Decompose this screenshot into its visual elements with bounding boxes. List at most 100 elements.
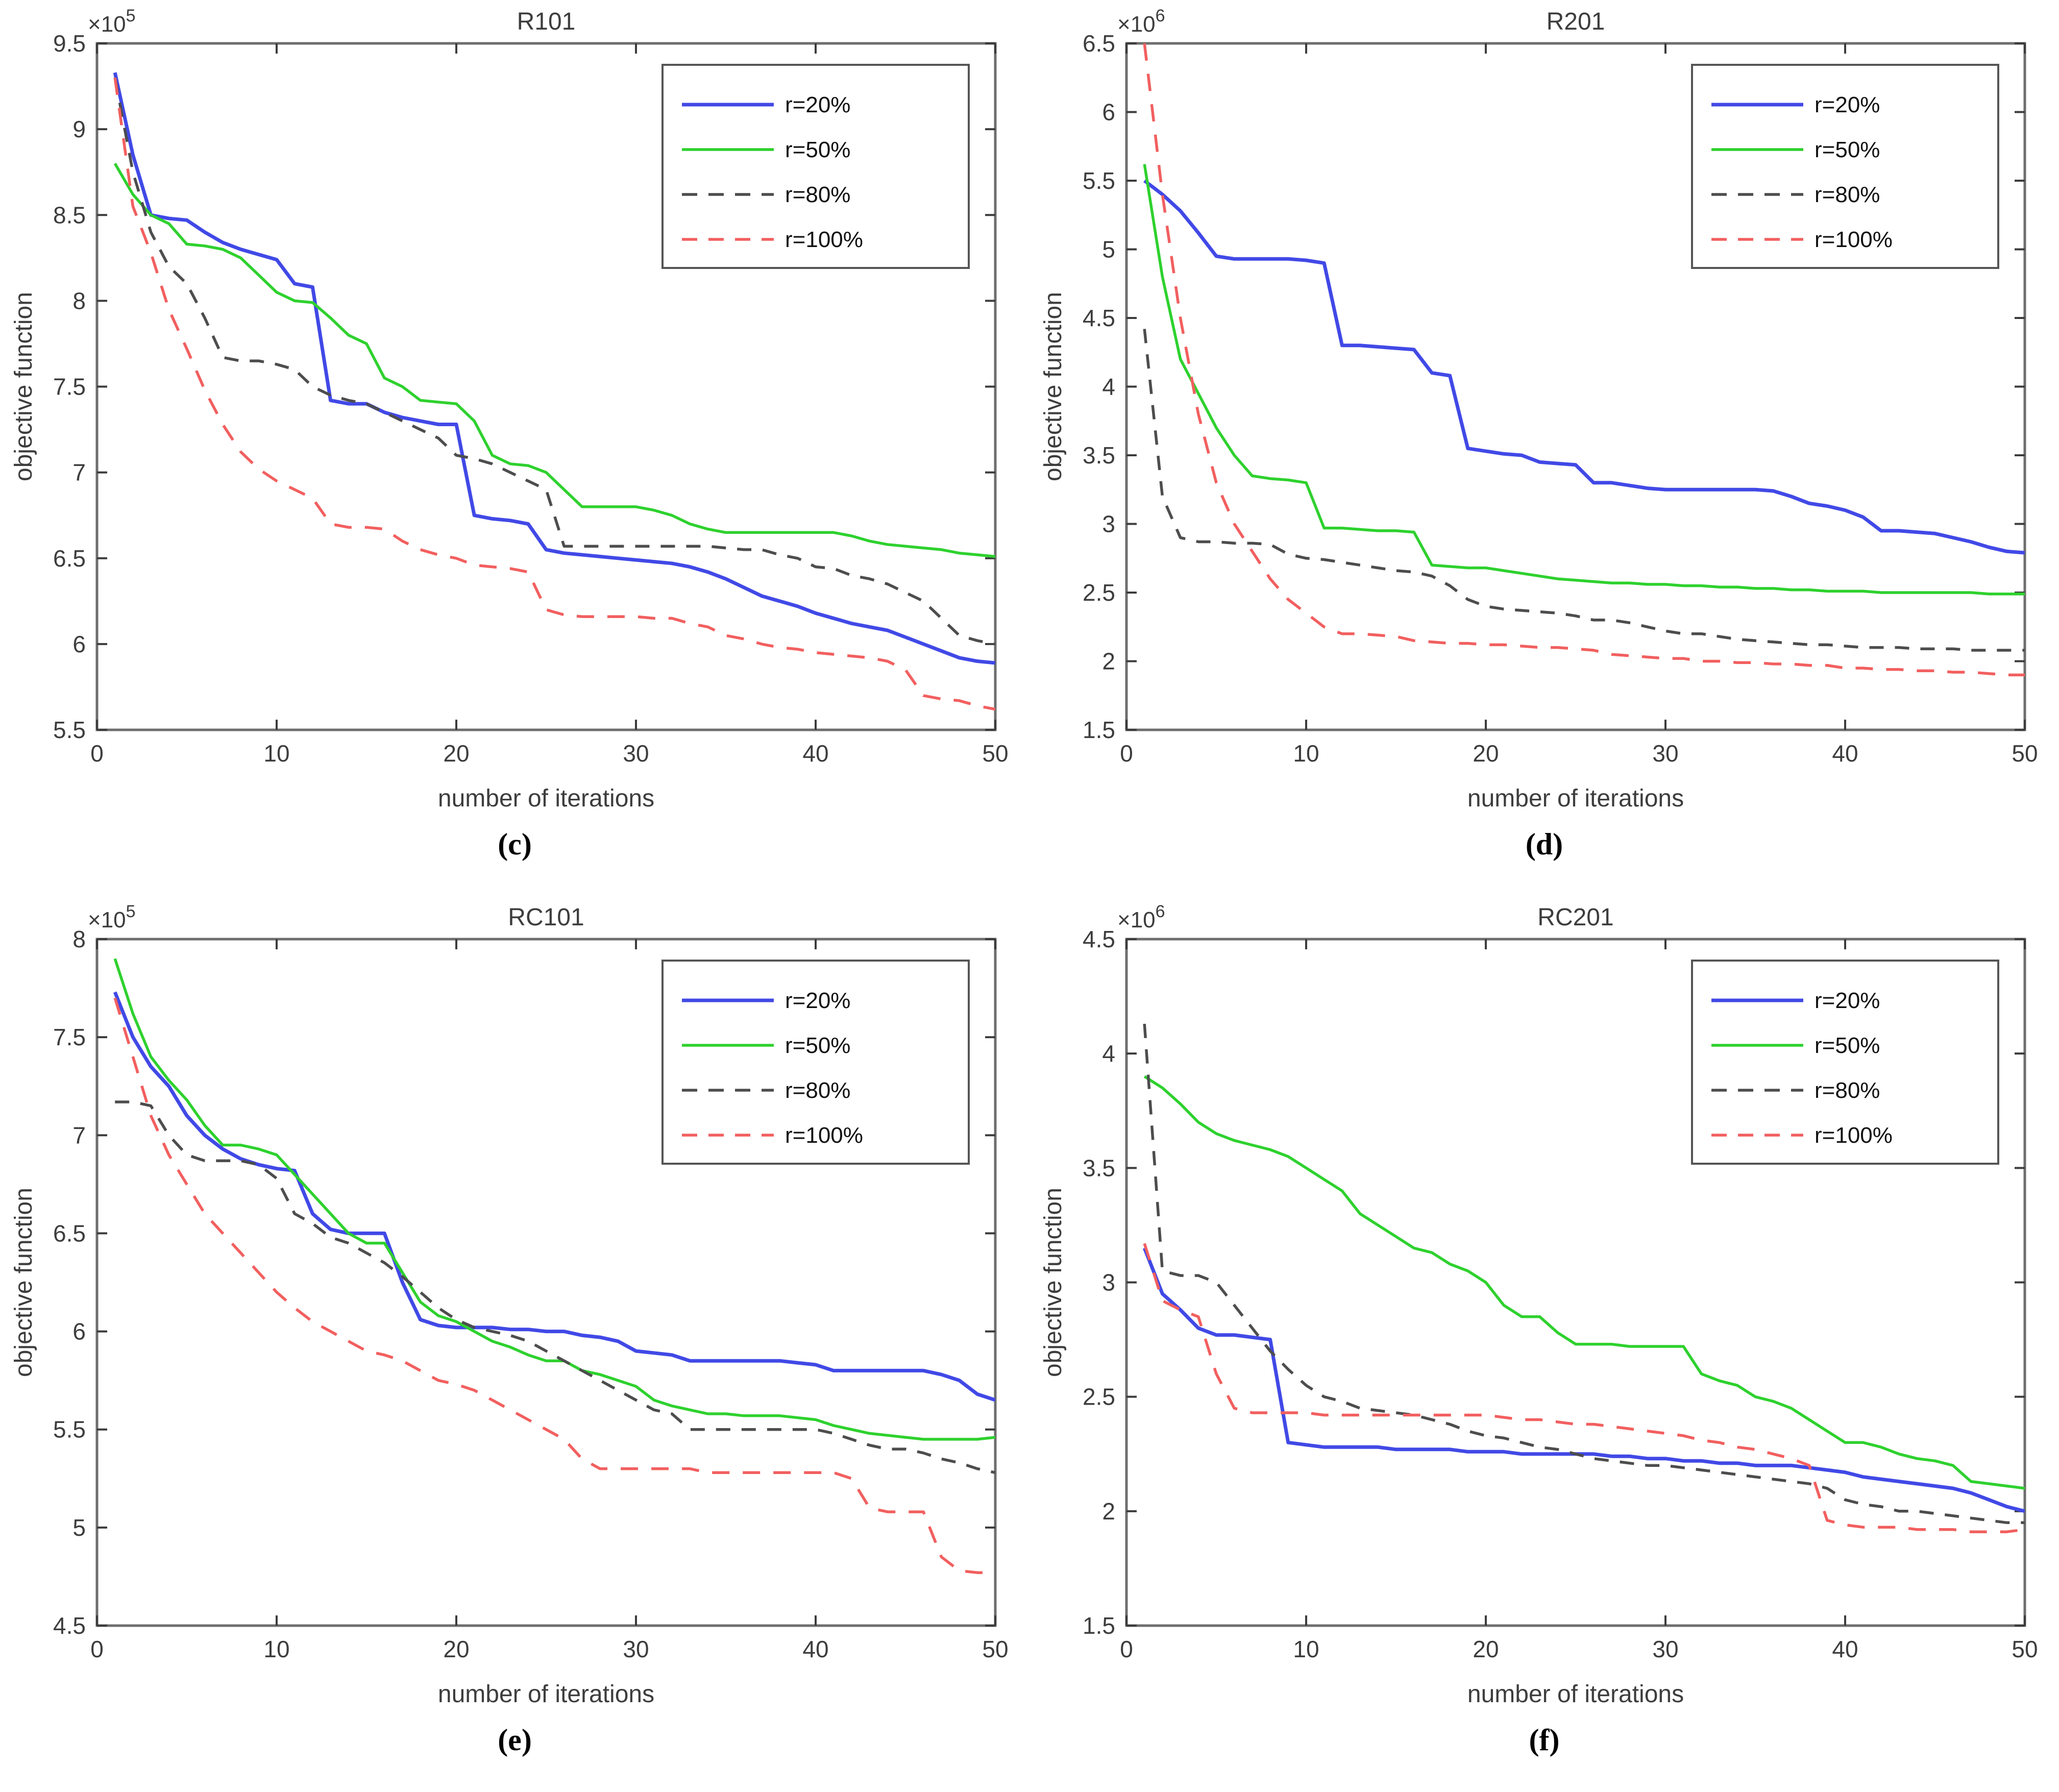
y-axis-exponent: ×106: [1117, 902, 1165, 932]
panel-r201: R201 ×106 0 10 20 30 40 50 1.5 2 2.5 3 3.5 4 4.5 5 5.5 6 6…: [1030, 0, 2059, 896]
y-tick-label: 6.5: [53, 1220, 86, 1246]
legend-label: r=20%: [1815, 92, 1880, 117]
series-line-r50: [1143, 164, 2025, 596]
series-line-r20: [1142, 1247, 2025, 1513]
x-tick-label: 10: [1293, 1636, 1319, 1662]
y-tick-label: 8: [72, 287, 86, 314]
x-tick-label: 20: [1473, 740, 1499, 767]
y-tick-label: 3: [1102, 1269, 1115, 1296]
legend: r=20% r=50% r=80% r=100%: [1691, 64, 1999, 269]
panel-rc101: RC101 ×105 0 10 20 30 40 50 4.5 5 5.5 6 6.5 7 7.5 8 numb…: [0, 896, 1030, 1792]
y-tick-label: 5.5: [53, 717, 86, 743]
chart-r101: R101 ×105 0 10 20 30 40 50 5.5 6 6.5 7 7.5 8 8.5 9 9.5 nu…: [10, 6, 1009, 812]
y-tick-label: 7.5: [53, 1024, 86, 1050]
legend-label: r=100%: [785, 227, 863, 252]
y-tick-label: 7: [72, 459, 86, 486]
series-line-r100: [113, 997, 995, 1574]
x-tick-label: 10: [263, 740, 289, 767]
series-line-r80: [115, 1100, 995, 1474]
y-tick-label: 4.5: [1083, 305, 1115, 331]
y-tick-label: 9: [72, 116, 86, 142]
series-line-r80: [113, 77, 995, 646]
y-tick-label: 1.5: [1083, 717, 1115, 743]
x-tick-label: 50: [2012, 740, 2038, 767]
series-lines: [1143, 43, 2025, 677]
legend-label: r=50%: [1815, 137, 1880, 162]
chart-title: R101: [517, 8, 576, 35]
x-tick-label: 40: [802, 740, 828, 767]
x-tick-label: 50: [982, 1636, 1008, 1662]
x-tick-label: 10: [263, 1636, 289, 1662]
y-tick-label: 2: [1102, 1498, 1115, 1525]
legend-label: r=80%: [1815, 1078, 1880, 1103]
x-tick-label: 50: [982, 740, 1008, 767]
caption-d: (d): [1525, 827, 1563, 861]
chart-title: RC201: [1537, 904, 1613, 931]
legend-label: r=80%: [785, 1078, 850, 1103]
chart-title: R201: [1547, 8, 1605, 35]
x-tick-label: 0: [90, 1636, 104, 1662]
axes: [95, 42, 997, 731]
series-line-r100: [1143, 43, 2025, 677]
legend-label: r=20%: [785, 988, 850, 1013]
y-tick-label: 2.5: [1083, 1384, 1115, 1410]
panel-rc201: RC201 ×106 0 10 20 30 40 50 1.5 2 2.5 3 3.5 4 4.5 numbe…: [1030, 896, 2059, 1792]
series-line-r50: [113, 163, 995, 558]
y-tick-label: 3.5: [1083, 1155, 1115, 1181]
legend-label: r=100%: [1815, 227, 1893, 252]
y-tick-label: 6: [1102, 99, 1115, 126]
x-axis-label: number of iterations: [1467, 785, 1684, 812]
y-tick-label: 4.5: [53, 1612, 86, 1639]
y-tick-label: 2: [1102, 648, 1115, 675]
caption-e: (e): [498, 1723, 532, 1757]
x-axis-label: number of iterations: [438, 785, 654, 812]
panel-r101: R101 ×105 0 10 20 30 40 50 5.5 6 6.5 7 7.5 8 8.5 9 9.5 nu…: [0, 0, 1030, 896]
x-tick-label: 0: [1120, 1636, 1133, 1662]
chart-r201: R201 ×106 0 10 20 30 40 50 1.5 2 2.5 3 3.5 4 4.5 5 5.5 6 6…: [1040, 6, 2038, 812]
legend: r=20% r=50% r=80% r=100%: [661, 64, 970, 269]
series-line-r100: [1143, 1243, 2025, 1533]
legend: r=20% r=50% r=80% r=100%: [661, 960, 970, 1165]
chart-rc201: RC201 ×106 0 10 20 30 40 50 1.5 2 2.5 3 3.5 4 4.5 numbe…: [1040, 902, 2038, 1708]
y-tick-label: 6.5: [1083, 30, 1115, 57]
y-tick-label: 5.5: [1083, 167, 1115, 194]
legend-label: r=80%: [785, 182, 850, 207]
x-tick-label: 10: [1293, 740, 1319, 767]
y-tick-label: 6: [72, 1318, 86, 1345]
legend-label: r=80%: [1815, 182, 1880, 207]
caption-c: (c): [498, 827, 532, 861]
caption-f: (f): [1529, 1723, 1560, 1757]
legend: r=20% r=50% r=80% r=100%: [1691, 960, 1999, 1165]
x-tick-label: 40: [802, 1636, 828, 1662]
legend-label: r=50%: [1815, 1033, 1880, 1058]
series-line-r50: [1143, 1075, 2025, 1490]
y-axis-exponent: ×105: [88, 6, 136, 37]
chart-rc101: RC101 ×105 0 10 20 30 40 50 4.5 5 5.5 6 6.5 7 7.5 8 numb…: [10, 902, 1009, 1708]
x-tick-label: 40: [1832, 1636, 1858, 1662]
axes: [95, 938, 997, 1627]
y-axis-label: objective function: [1040, 1188, 1067, 1377]
y-axis-exponent: ×105: [88, 902, 136, 932]
series-lines: [113, 958, 995, 1574]
series-lines: [1142, 1023, 2025, 1533]
series-line-r80: [1143, 329, 2025, 652]
legend-label: r=50%: [785, 137, 850, 162]
x-tick-label: 30: [623, 740, 649, 767]
y-tick-label: 5: [1102, 236, 1115, 263]
series-line-r20: [113, 72, 995, 665]
y-tick-label: 4: [1102, 374, 1115, 400]
x-tick-label: 0: [1120, 740, 1133, 767]
y-tick-label: 1.5: [1083, 1612, 1115, 1639]
axes: [1125, 42, 2026, 731]
x-axis-label: number of iterations: [1467, 1681, 1684, 1708]
y-axis-exponent: ×106: [1117, 6, 1165, 37]
x-tick-label: 30: [1652, 1636, 1678, 1662]
y-tick-label: 3.5: [1083, 442, 1115, 469]
y-tick-label: 6: [72, 631, 86, 657]
y-tick-label: 2.5: [1083, 579, 1115, 606]
x-tick-label: 30: [623, 1636, 649, 1662]
legend-label: r=20%: [785, 92, 850, 117]
x-tick-label: 0: [90, 740, 104, 767]
y-tick-label: 7.5: [53, 374, 86, 400]
